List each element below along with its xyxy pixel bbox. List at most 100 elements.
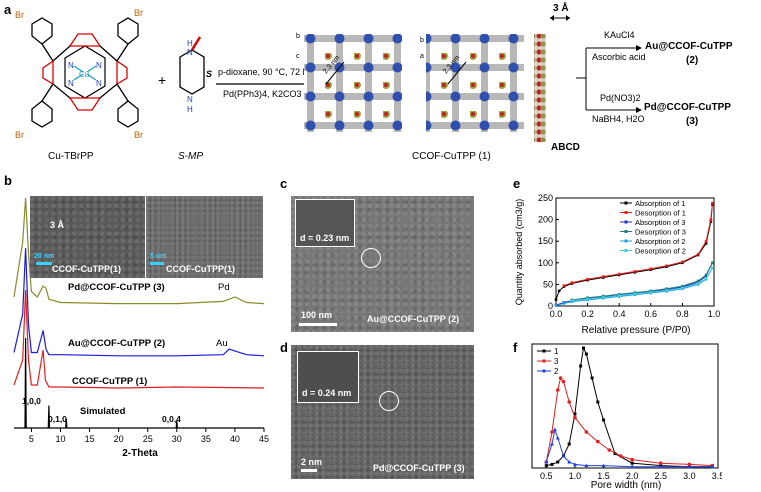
scale-bar <box>150 262 164 265</box>
panel-c-letter: c <box>280 176 288 191</box>
data-point <box>704 239 708 243</box>
cof-framework-image: 2.3 nm 2.3 nm b c b a <box>296 33 546 142</box>
reactant1-label: Cu-TBrPP <box>48 151 94 162</box>
data-point <box>602 296 605 299</box>
panel-e-letter: e <box>513 176 521 191</box>
hkl-label: 1,0,0 <box>22 396 41 406</box>
stacking-arrow <box>550 15 570 21</box>
data-point <box>665 264 668 268</box>
lattice-spacing-label: 3 Å <box>50 220 65 230</box>
data-point <box>658 461 663 465</box>
pore-distribution-chart: 0.5 1.0 1.5 2.0 2.5 3.0 3.5 132 Pore width (nm) <box>531 343 722 490</box>
data-point <box>633 292 637 296</box>
x-tick-label: 45 <box>259 434 269 444</box>
data-point <box>704 277 708 280</box>
data-point <box>584 463 589 468</box>
stacking-distance: 3 Å <box>553 3 569 14</box>
x-tick-label: 40 <box>230 434 240 444</box>
data-point <box>562 284 566 287</box>
data-point <box>582 346 586 350</box>
data-point <box>561 454 566 458</box>
data-point <box>554 298 558 301</box>
n-atom-label: N <box>68 61 74 70</box>
data-point <box>711 266 714 270</box>
y-tick-label: 250 <box>538 193 553 203</box>
axis-c-label: c <box>296 53 300 60</box>
legend-marker <box>624 211 628 214</box>
data-point <box>554 304 558 307</box>
y-tick-label: 200 <box>538 215 553 225</box>
reactant2-label: S-MP <box>178 151 203 162</box>
data-point <box>590 376 594 380</box>
data-point <box>633 270 637 273</box>
legend-label: 2 <box>554 367 559 376</box>
data-point <box>649 267 653 271</box>
data-point <box>586 297 589 301</box>
br-atom-label: Br <box>134 8 143 18</box>
metal-label: Au <box>216 338 228 349</box>
x-tick-label: 0.5 <box>540 471 553 481</box>
highlight-circle <box>379 391 399 411</box>
data-point <box>584 352 588 356</box>
data-point <box>550 462 554 466</box>
data-point <box>696 282 700 285</box>
x-tick-label: 0.8 <box>676 309 689 319</box>
x-tick-label: 15 <box>85 434 95 444</box>
plot-frame <box>531 343 719 469</box>
sample-label: Pd@CCOF-CuTPP (3) <box>373 463 465 473</box>
data-point <box>570 299 574 303</box>
data-point <box>567 400 571 404</box>
legend-label: 1 <box>554 347 559 356</box>
route1-reductant: Ascorbic acid <box>592 52 646 62</box>
product2-number: (2) <box>686 55 699 66</box>
data-point <box>704 273 708 277</box>
x-axis-label: Relative pressure (P/P0) <box>582 325 691 336</box>
inset-sample-label: CCOF-CuTPP(1) <box>166 264 235 274</box>
data-point <box>601 463 606 468</box>
legend-label: Absorption of 2 <box>635 237 685 246</box>
n-atom-label: N <box>187 95 193 104</box>
stacking-label: ABCD <box>551 142 580 153</box>
data-point <box>613 452 617 456</box>
hkl-label: 0,0,4 <box>162 414 181 424</box>
n-atom-label: N <box>96 79 102 88</box>
data-point <box>687 462 692 467</box>
n-atom-label: N <box>187 48 193 57</box>
data-point <box>658 464 663 469</box>
data-point <box>649 290 653 294</box>
product2-name: Au@CCOF-CuTPP <box>645 41 733 52</box>
cof-label: CCOF-CuTPP (1) <box>412 151 491 162</box>
data-point <box>561 379 566 384</box>
tem-image-d: d = 0.24 nm 2 nm Pd@CCOF-CuTPP (3) <box>291 345 474 479</box>
data-point <box>573 412 577 416</box>
data-point <box>681 286 684 290</box>
route2-reagent: Pd(NO3)2 <box>600 93 641 103</box>
data-point <box>711 201 714 205</box>
data-point <box>558 376 563 380</box>
data-point <box>579 364 583 368</box>
hrtem-inset-left: 3 Å 20 nm CCOF-CuTPP(1) <box>30 196 145 278</box>
panel-b-letter: b <box>4 173 12 188</box>
data-point <box>618 454 623 458</box>
h-atom-label: H <box>187 105 193 114</box>
x-axis-label: 2-Theta <box>122 448 158 459</box>
data-point <box>557 289 561 293</box>
scale-bar <box>36 262 52 265</box>
trace-label: Au@CCOF-CuTPP (2) <box>68 338 165 349</box>
panel-d-letter: d <box>280 340 288 355</box>
legend-label: Desorption of 3 <box>635 228 686 237</box>
data-point <box>710 464 715 469</box>
y-tick-label: 150 <box>538 236 553 246</box>
x-tick-label: 3.5 <box>712 471 722 481</box>
product3-number: (3) <box>686 116 699 127</box>
h-atom-label: H <box>187 39 193 48</box>
trace-1 <box>13 247 265 357</box>
data-point <box>709 218 713 221</box>
scale-label: 5 nm <box>150 253 167 260</box>
data-point <box>567 442 571 446</box>
branch-arrows <box>576 45 642 113</box>
scale-bar <box>299 323 337 326</box>
legend-marker <box>624 249 628 252</box>
x-tick-label: 5 <box>29 434 34 444</box>
data-point <box>596 439 600 444</box>
